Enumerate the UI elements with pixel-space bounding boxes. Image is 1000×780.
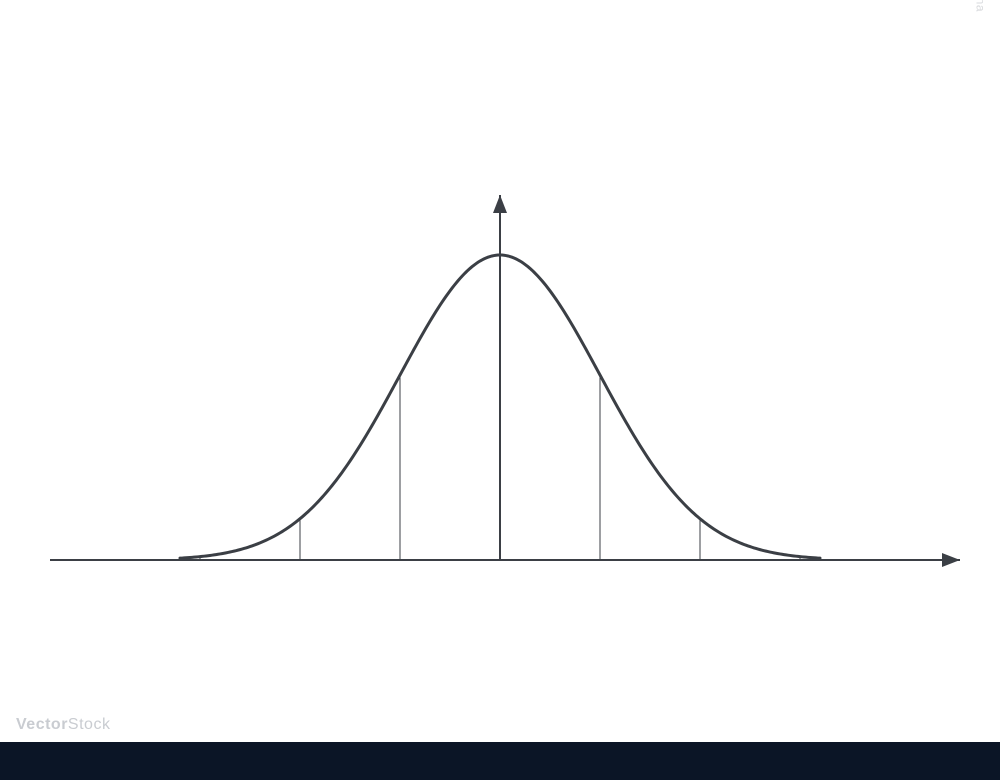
bell-curve-chart — [0, 0, 1000, 780]
x-axis-arrowhead-icon — [942, 553, 960, 567]
brand-light: Stock — [68, 716, 111, 733]
footer-bar — [0, 742, 1000, 780]
y-axis-arrowhead-icon — [493, 195, 507, 213]
brand-logo: VectorStock — [16, 716, 110, 734]
brand-bold: Vector — [16, 716, 68, 733]
watermark-text: Designed by abrlena — [974, 0, 988, 12]
